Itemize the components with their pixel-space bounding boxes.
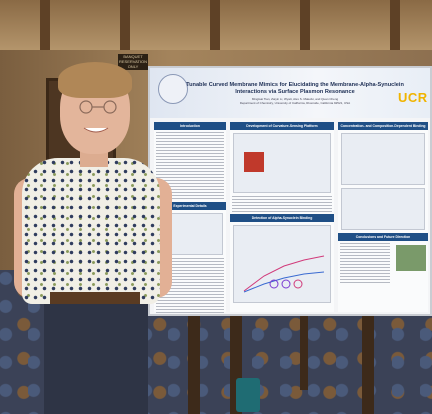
brown-belt	[50, 292, 140, 304]
binding-curves-chart	[243, 255, 325, 293]
poster-right-column: Concentration- and Composition-Dependent…	[338, 122, 428, 312]
section-header-curvature: Development of Curvature-Sensing Platfor…	[230, 122, 334, 130]
ceiling-beam	[300, 0, 310, 56]
easel-leg	[300, 310, 308, 390]
ceiling-beam	[40, 0, 50, 56]
university-seal-icon	[158, 74, 188, 104]
curvature-figure	[233, 133, 331, 193]
wall-sign: BANQUET RESERVATION ONLY	[118, 54, 148, 70]
composition-chart	[341, 188, 425, 230]
ceiling-beam	[390, 0, 400, 56]
ceiling-beam	[120, 0, 130, 56]
poster-middle-column: Development of Curvature-Sensing Platfor…	[230, 122, 334, 312]
section-header-experimental: Experimental Details	[154, 202, 226, 210]
poster-title-banner	[150, 68, 430, 118]
ceiling-beam	[210, 0, 220, 56]
poster-authors: Mingtsai Tian, Zaiyin Li, Wyatt, Alex S.…	[210, 97, 380, 105]
eyeglasses-icon	[79, 100, 117, 114]
easel-leg	[362, 300, 374, 414]
section-header-conclusions: Conclusions and Future Direction	[338, 233, 428, 241]
group-photo	[396, 245, 427, 271]
detection-figure	[233, 225, 331, 303]
ucr-logo: UCR	[398, 90, 428, 105]
curvature-text-block	[232, 196, 332, 212]
concentration-chart	[341, 133, 425, 185]
easel-leg	[188, 300, 200, 414]
research-poster: Tunable Curved Membrane Mimics for Eluci…	[148, 66, 432, 316]
red-3d-plot	[244, 152, 264, 172]
hair	[58, 62, 132, 98]
author-list: Mingtsai Tian, Zaiyin Li, Wyatt, Alex S.…	[251, 97, 339, 101]
conclusions-text-block	[340, 243, 390, 283]
section-header-introduction: Introduction	[154, 122, 226, 130]
smile	[83, 127, 109, 133]
dark-trousers	[44, 302, 148, 414]
section-header-detection: Detection of Alpha-Synuclein Binding	[230, 214, 334, 222]
affiliation: Department of Chemistry, University of C…	[239, 100, 351, 105]
patterned-shirt	[22, 158, 160, 304]
poster-title: Tunable Curved Membrane Mimics for Eluci…	[186, 82, 404, 95]
section-header-concentration: Concentration- and Composition-Dependent…	[338, 122, 428, 130]
water-bottle	[236, 378, 260, 412]
